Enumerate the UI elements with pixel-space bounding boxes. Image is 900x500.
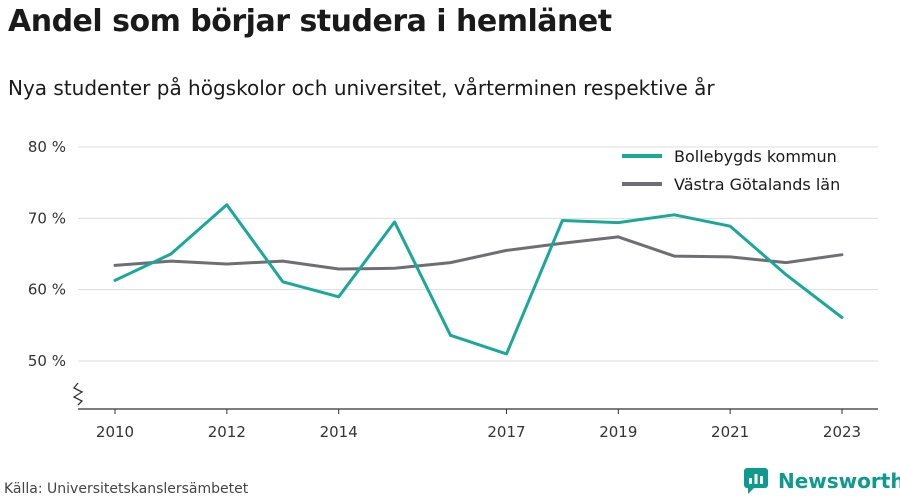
y-tick-label: 80 % xyxy=(28,138,66,156)
legend-label: Bollebygds kommun xyxy=(674,147,837,166)
x-tick-label: 2010 xyxy=(96,423,134,441)
x-tick-label: 2017 xyxy=(487,423,525,441)
axis-break-mark xyxy=(72,382,84,406)
brand-name: Newsworthy xyxy=(778,469,900,493)
x-tick-label: 2012 xyxy=(208,423,246,441)
source-note: Källa: Universitetskanslersämbetet xyxy=(4,481,249,497)
series-line-vastra-gotalands-lan xyxy=(113,235,844,271)
y-axis: 50 % 60 % 70 % 80 % xyxy=(28,138,66,370)
legend: Bollebygds kommun Västra Götalands län xyxy=(622,147,840,194)
chart-subtitle: Nya studenter på högskolor och universit… xyxy=(8,76,715,100)
brand-logo: Newsworthy xyxy=(744,468,900,494)
x-tick-label: 2019 xyxy=(599,423,637,441)
x-tick-label: 2023 xyxy=(823,423,861,441)
y-tick-label: 50 % xyxy=(28,352,66,370)
y-tick-label: 70 % xyxy=(28,209,66,227)
x-tick-label: 2014 xyxy=(320,423,358,441)
legend-label: Västra Götalands län xyxy=(674,175,840,194)
series-line-bollebygds-kommun xyxy=(113,203,844,356)
newsworthy-icon xyxy=(744,468,768,494)
gridlines xyxy=(78,146,878,362)
x-tick-label: 2021 xyxy=(711,423,749,441)
y-tick-label: 60 % xyxy=(28,281,66,299)
chart-title: Andel som börjar studera i hemlänet xyxy=(8,4,612,39)
x-axis: 2010 2012 2014 2017 2019 2021 2023 xyxy=(72,382,878,441)
series-lines xyxy=(113,203,844,356)
